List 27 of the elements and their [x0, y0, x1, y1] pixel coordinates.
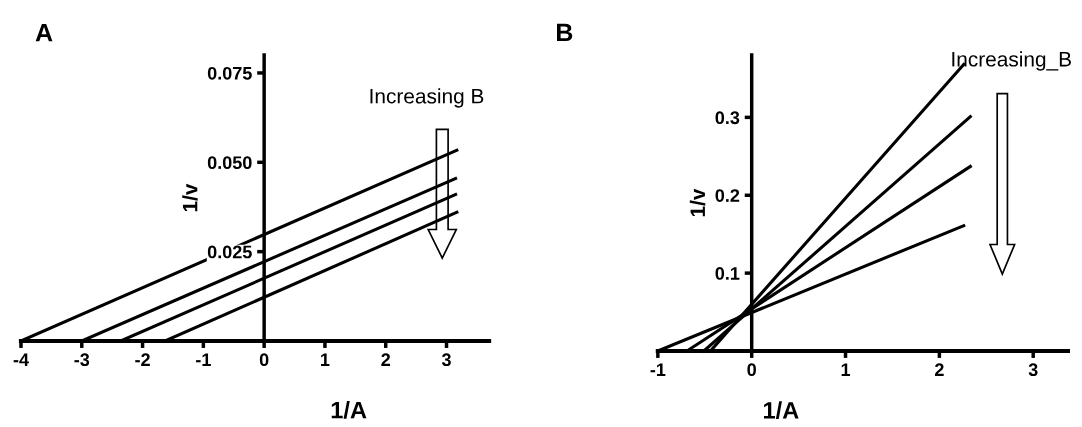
x-tick-label: -1 [650, 363, 666, 376]
x-tick-label: -4 [13, 353, 29, 366]
y-tick-label: 0.075 [207, 66, 252, 80]
x-tick-label: 3 [1028, 363, 1038, 377]
x-tick-label: 1 [841, 363, 851, 376]
x-tick-label: 1 [321, 353, 330, 366]
x-tick-label: 0 [259, 353, 269, 367]
y-tick-label: 0.050 [207, 156, 252, 170]
annotation: Increasing B [370, 88, 484, 108]
y-axis-title: 1/v [182, 183, 198, 212]
x-tick-label: -1 [196, 353, 211, 366]
x-tick-label: 3 [441, 353, 451, 367]
x-tick-label: 2 [381, 353, 391, 366]
x-tick-label: 0 [747, 363, 756, 377]
y-axis-title: 1/v [689, 188, 706, 217]
x-tick-label: -3 [74, 353, 90, 367]
annotation: Increasing_B [952, 51, 1071, 71]
y-tick-label: 0.1 [715, 267, 740, 280]
x-axis-title: 1/A [764, 401, 799, 419]
x-tick-label: -2 [135, 353, 150, 366]
x-axis-title: 1/A [331, 401, 367, 419]
y-tick-label: 0.025 [207, 245, 252, 259]
y-tick-label: 0.3 [715, 111, 740, 125]
chart-title: A [35, 24, 53, 42]
y-tick-label: 0.2 [715, 189, 740, 202]
chart-title: B [557, 23, 573, 42]
x-tick-label: 2 [934, 363, 944, 376]
